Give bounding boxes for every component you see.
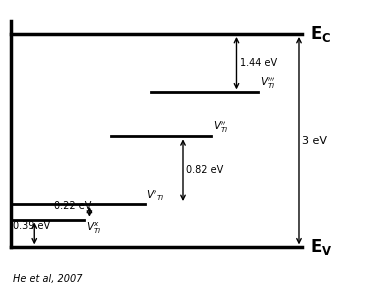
Text: $\mathbf{E_C}$: $\mathbf{E_C}$ [310,24,331,44]
Text: $V^x_{Ti}$: $V^x_{Ti}$ [86,221,102,236]
Text: 0.82 eV: 0.82 eV [186,165,224,175]
Text: 0.22 eV: 0.22 eV [54,201,92,211]
Text: $\mathbf{E_V}$: $\mathbf{E_V}$ [310,237,332,257]
Text: 1.44 eV: 1.44 eV [240,58,277,68]
Text: 0.39 eV: 0.39 eV [12,221,50,231]
Text: $V^{\prime\prime\prime}_{Ti}$: $V^{\prime\prime\prime}_{Ti}$ [260,75,276,91]
Text: He et al, 2007: He et al, 2007 [12,274,82,284]
Text: 3 eV: 3 eV [302,136,327,146]
Text: $V^{\prime\prime}_{Ti}$: $V^{\prime\prime}_{Ti}$ [213,120,229,135]
Text: $V'_{Ti}$: $V'_{Ti}$ [146,188,165,203]
